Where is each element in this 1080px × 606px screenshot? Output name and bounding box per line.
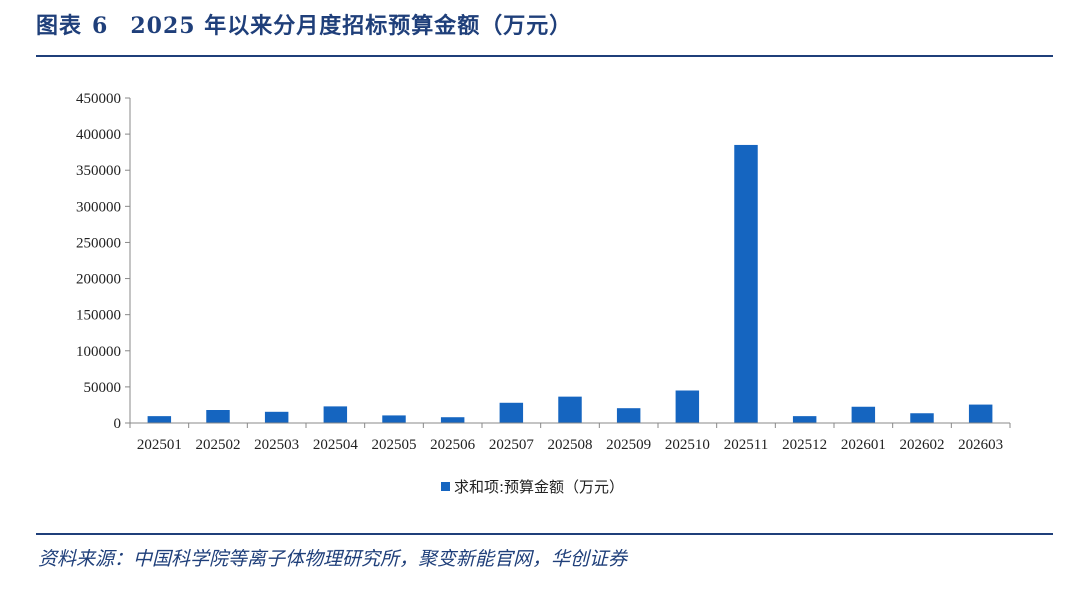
y-tick-label: 150000 (76, 308, 121, 324)
top-divider (36, 55, 1053, 57)
bar-chart: 0 50000 100000 150000 200000 250000 300000 3500… (76, 91, 1011, 496)
y-tick-label: 0 (114, 416, 122, 432)
x-tick-label: 202603 (958, 437, 1003, 453)
x-tick-label: 202509 (606, 437, 651, 453)
x-tick-label: 202503 (254, 437, 299, 453)
bar-202511 (734, 144, 758, 423)
bar-202503 (264, 411, 289, 423)
bar-series (147, 144, 993, 423)
x-tick-label: 202502 (196, 437, 241, 453)
bar-202502 (206, 410, 230, 423)
x-tick-label: 202511 (724, 437, 768, 453)
y-tick-label: 100000 (76, 344, 121, 360)
bar-202506 (440, 417, 465, 423)
figure-number: 6 (92, 13, 109, 39)
y-tick-label: 350000 (76, 163, 121, 179)
bar-202602 (910, 413, 934, 423)
bar-202508 (558, 396, 582, 423)
y-axis: 0 50000 100000 150000 200000 250000 300000 3500… (76, 91, 131, 432)
source-note: 资料来源：中国科学院等离子体物理研究所，聚变新能官网，华创证券 (38, 548, 628, 570)
bar-202504 (323, 406, 348, 423)
y-tick-label: 300000 (76, 199, 121, 215)
bar-202510 (675, 390, 700, 423)
bar-202509 (616, 408, 641, 423)
x-tick-label: 202505 (372, 437, 417, 453)
bottom-divider (36, 533, 1053, 535)
legend: 求和项:预算金额（万元） (441, 478, 624, 496)
x-tick-label: 202501 (137, 437, 182, 453)
figure-title: 图表 6 2025 年以来分月度招标预算金额（万元） (36, 8, 572, 40)
x-tick-label: 202602 (900, 437, 945, 453)
y-tick-label: 250000 (76, 235, 121, 251)
x-tick-label: 202507 (489, 437, 535, 453)
y-tick-label: 450000 (76, 91, 121, 107)
legend-label: 求和项:预算金额（万元） (454, 478, 624, 496)
y-tick-label: 50000 (84, 380, 122, 396)
figure-title-text: 2025 年以来分月度招标预算金额（万元） (130, 13, 573, 39)
bar-202601 (851, 406, 876, 423)
y-tick-label: 400000 (76, 127, 121, 143)
bar-202501 (147, 416, 172, 423)
x-tick-label: 202506 (430, 437, 476, 453)
bar-202603 (968, 404, 993, 423)
x-tick-label: 202510 (665, 437, 710, 453)
legend-swatch (441, 482, 450, 491)
x-tick-label: 202508 (548, 437, 593, 453)
x-tick-label: 202504 (313, 437, 359, 453)
x-axis: 202501 202502 202503 202504 202505 202506 2025… (129, 422, 1011, 453)
figure-label: 图表 (36, 13, 83, 39)
x-tick-label: 202512 (782, 437, 827, 453)
bar-202512 (792, 416, 817, 423)
bar-202507 (499, 402, 524, 423)
y-tick-label: 200000 (76, 272, 121, 288)
bar-202505 (382, 415, 406, 423)
x-tick-label: 202601 (841, 437, 886, 453)
